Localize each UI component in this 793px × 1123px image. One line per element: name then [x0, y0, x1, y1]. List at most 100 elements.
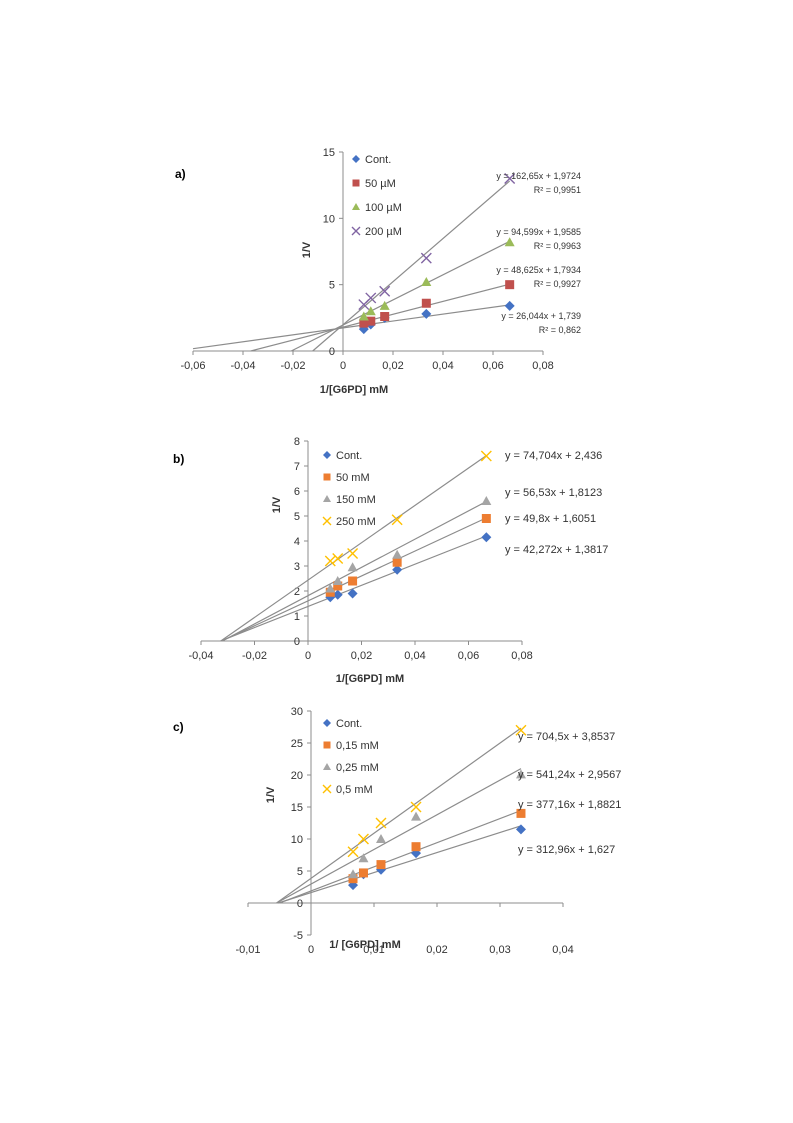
data-point-s2	[411, 811, 422, 821]
y-tick-label: 0	[297, 898, 303, 910]
x-tick-label: 0,06	[458, 650, 479, 662]
data-point-s2	[481, 496, 492, 505]
y-axis-title: 1/V	[301, 241, 313, 258]
data-point-s3	[332, 553, 344, 564]
y-tick-label: 10	[291, 834, 303, 846]
legend-label-3: 0,5 mM	[336, 784, 373, 796]
x-tick-label: 0,04	[404, 650, 425, 662]
data-point-s3	[365, 292, 377, 304]
legend-label-0: Cont.	[365, 154, 391, 166]
trendline-3	[312, 180, 511, 352]
data-point-s3	[324, 555, 336, 567]
legend-label-0: Cont.	[336, 450, 362, 462]
trend-r2-0: R² = 0,862	[539, 325, 581, 335]
x-tick-label: -0,02	[242, 650, 267, 662]
legend-marker-0	[323, 719, 331, 727]
trendline-3	[276, 727, 522, 904]
data-point-s2	[358, 853, 369, 863]
data-point-s3	[347, 548, 359, 559]
trend-equation-2: y = 541,24x + 2,9567	[518, 769, 621, 781]
trendline-3	[220, 455, 487, 642]
x-axis-title: 1/ [G6PD] mM	[329, 939, 401, 951]
trend-r2-2: R² = 0,9963	[534, 241, 581, 251]
data-point-s1	[516, 808, 526, 818]
chart-c: c) -0,01 0 0,01 0,02 0,03 0,04 -5 0 5 10 15 20 25 30 1/…	[173, 706, 621, 956]
data-point-s0	[347, 588, 358, 599]
x-tick-label: 0	[305, 650, 311, 662]
data-point-s3	[357, 833, 369, 845]
data-point-s0	[392, 564, 403, 575]
y-tick-label: 5	[297, 866, 303, 878]
y-tick-label: 25	[291, 738, 303, 750]
legend-marker-2	[352, 203, 360, 210]
legend-label-0: Cont.	[336, 718, 362, 730]
x-tick-label: 0,06	[482, 360, 503, 372]
data-point-s0	[332, 589, 343, 600]
data-point-s1	[348, 576, 358, 586]
data-point-s1	[366, 316, 376, 326]
data-point-s2	[392, 549, 403, 559]
data-point-s0	[504, 300, 515, 311]
data-point-s3	[410, 801, 422, 813]
x-tick-label: 0,02	[351, 650, 372, 662]
y-axis-title: 1/V	[271, 496, 283, 513]
legend-label-2: 150 mM	[336, 494, 376, 506]
chart-b: b) -0,04 -0,02 0 0,02 0,04 0,06 0,08 0 1 2 3 4 5 6 7 8 1/…	[173, 436, 608, 685]
trend-equation-1: y = 48,625x + 1,7934	[496, 265, 581, 275]
data-point-s2	[347, 562, 358, 572]
trendline-0	[278, 825, 522, 904]
legend-label-2: 0,25 mM	[336, 762, 379, 774]
y-tick-label: 4	[294, 536, 300, 548]
data-point-s2	[365, 306, 376, 316]
trendline-2	[276, 768, 522, 904]
data-point-s2	[515, 769, 526, 779]
data-point-s3	[347, 846, 359, 858]
y-tick-label: 0	[329, 346, 335, 358]
y-tick-label: 5	[329, 280, 335, 292]
x-tick-label: -0,04	[188, 650, 213, 662]
data-point-s2	[332, 576, 343, 585]
x-tick-label: 0,04	[432, 360, 453, 372]
legend-label-3: 250 mM	[336, 516, 376, 528]
x-tick-label: 0,03	[489, 944, 510, 956]
x-axis-title: 1/[G6PD] mM	[320, 384, 388, 396]
trendline-0	[192, 304, 510, 350]
data-point-s2	[375, 834, 386, 843]
trend-equation-1: y = 49,8x + 1,6051	[505, 513, 596, 525]
data-point-s1	[481, 514, 491, 523]
trend-equation-2: y = 56,53x + 1,8123	[505, 487, 602, 499]
legend-marker-1	[323, 741, 331, 749]
x-tick-label: -0,02	[280, 360, 305, 372]
y-tick-label: 6	[294, 486, 300, 498]
legend-label-2: 100 µM	[365, 202, 402, 214]
trend-equation-1: y = 377,16x + 1,8821	[518, 799, 621, 811]
trend-r2-3: R² = 0,9951	[534, 185, 581, 195]
data-point-s3	[515, 724, 527, 736]
y-tick-label: 30	[291, 706, 303, 718]
legend-label-1: 0,15 mM	[336, 740, 379, 752]
data-point-s1	[505, 280, 515, 290]
legend-marker-1	[323, 473, 331, 481]
trend-equation-3: y = 704,5x + 3,8537	[518, 731, 615, 743]
data-point-s0	[515, 824, 526, 835]
y-tick-label: 8	[294, 436, 300, 448]
trendline-2	[290, 240, 510, 352]
data-point-s0	[481, 532, 492, 543]
data-point-s1	[358, 868, 368, 878]
trendline-0	[220, 535, 487, 642]
y-tick-label: 15	[291, 802, 303, 814]
x-tick-label: -0,06	[180, 360, 205, 372]
data-point-s1	[348, 874, 358, 884]
y-tick-label: 15	[323, 147, 335, 159]
legend-marker-2	[323, 495, 331, 502]
data-point-s1	[376, 860, 386, 870]
x-tick-label: 0,08	[511, 650, 532, 662]
legend-marker-3	[351, 226, 361, 236]
x-tick-label: 0,08	[532, 360, 553, 372]
data-point-s2	[325, 583, 336, 593]
y-tick-label: -5	[293, 930, 303, 942]
trend-equation-0: y = 312,96x + 1,627	[518, 844, 615, 856]
trend-equation-3: y = 162,65x + 1,9724	[496, 171, 581, 181]
trend-equation-0: y = 42,272x + 1,3817	[505, 544, 608, 556]
data-point-s3	[504, 173, 516, 185]
